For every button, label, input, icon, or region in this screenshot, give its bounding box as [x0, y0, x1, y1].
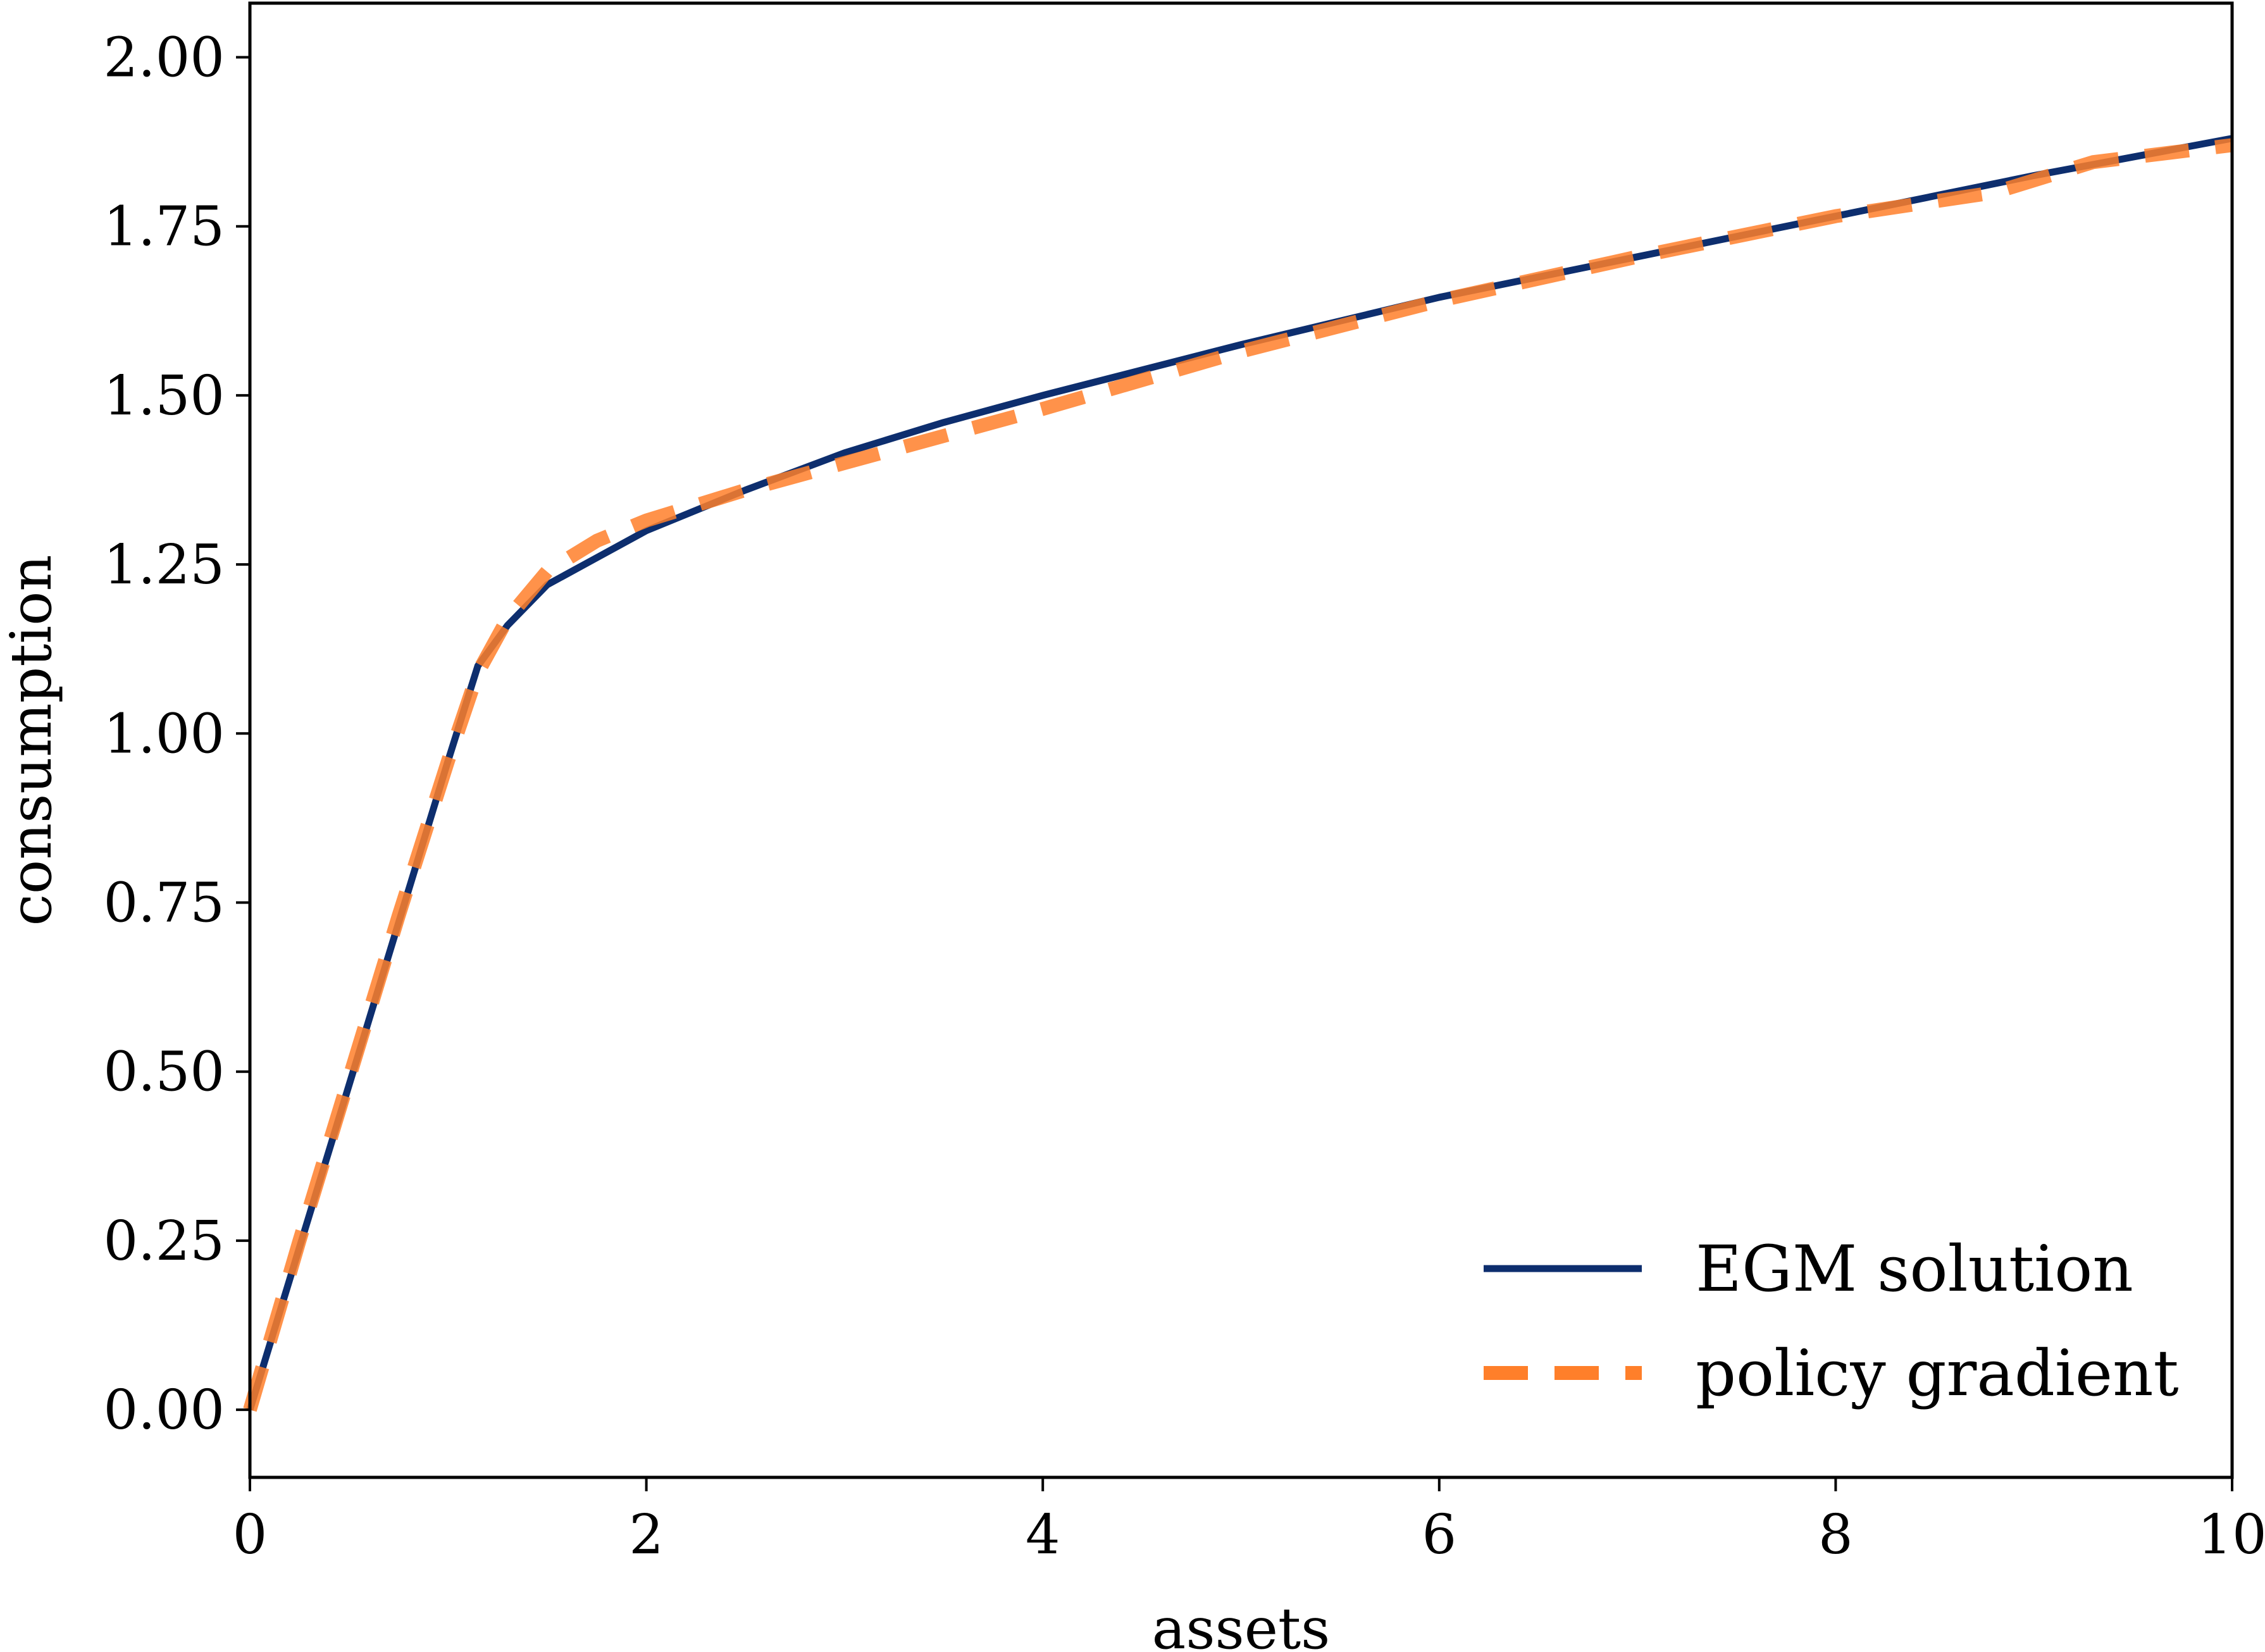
y-axis-label: consumption: [0, 555, 65, 926]
x-axis-label: assets: [1152, 1596, 1331, 1652]
y-axis: 0.00 0.25 0.50 0.75 1.00 1.25 1.50 1.75 2.00: [104, 27, 250, 1442]
x-tick-label: 6: [1422, 1503, 1456, 1567]
y-tick-label: 1.00: [104, 702, 225, 766]
x-tick-label: 10: [2197, 1503, 2265, 1567]
y-tick-label: 1.25: [104, 533, 225, 597]
y-tick-label: 1.50: [104, 364, 225, 428]
legend-label-policy-gradient: policy gradient: [1696, 1336, 2179, 1410]
x-tick-label: 4: [1026, 1503, 1060, 1567]
y-tick-label: 1.75: [104, 196, 225, 259]
x-tick-label: 8: [1818, 1503, 1853, 1567]
legend-label-egm-solution: EGM solution: [1696, 1232, 2133, 1306]
y-tick-label: 0.50: [104, 1041, 225, 1104]
legend: EGM solution policy gradient: [1484, 1232, 2179, 1410]
x-tick-label: 0: [233, 1503, 268, 1567]
plot-frame: [248, 1, 2234, 1479]
series-line-policy-gradient: [243, 138, 2233, 1412]
y-tick-label: 0.75: [104, 872, 225, 935]
y-tick-label: 0.25: [104, 1210, 225, 1273]
plot-lines: [243, 135, 2233, 1412]
x-tick-label: 2: [629, 1503, 664, 1567]
x-axis: 0 2 4 6 8 10: [233, 1477, 2265, 1567]
y-tick-label: 2.00: [104, 27, 225, 90]
y-tick-label: 0.00: [104, 1379, 225, 1442]
